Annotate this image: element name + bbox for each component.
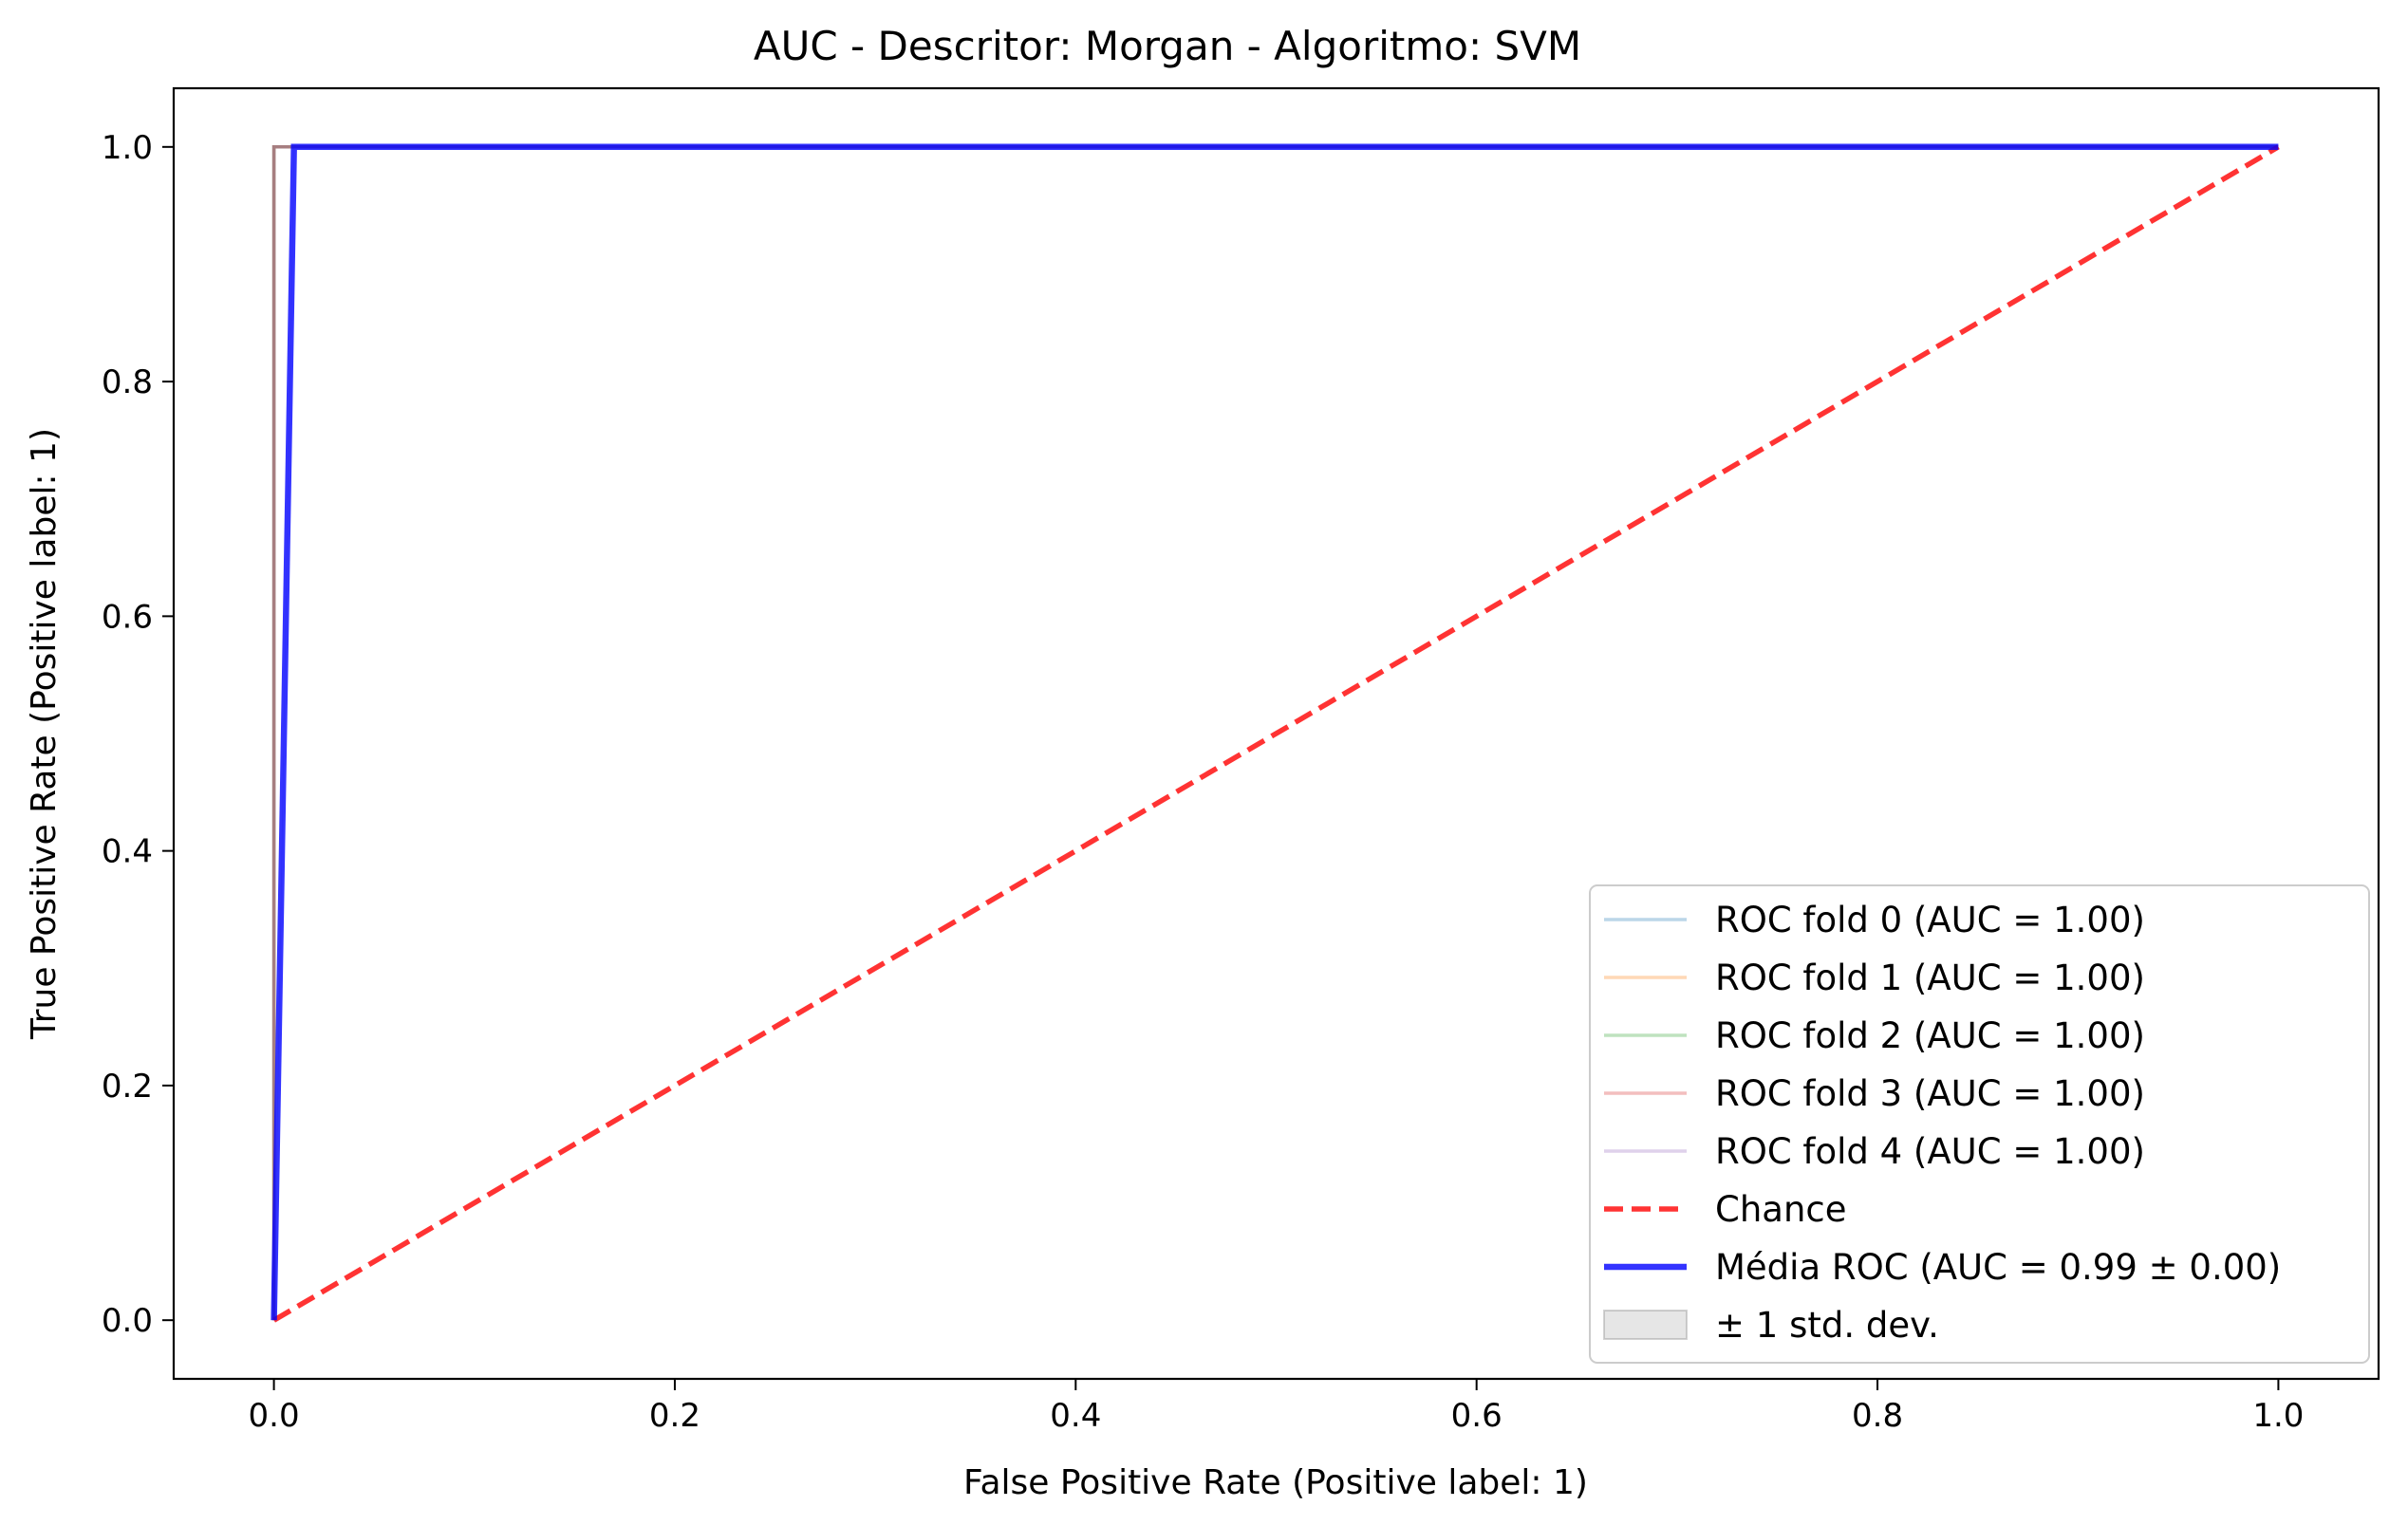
x-axis-label: False Positive Rate (Positive label: 1)	[963, 1463, 1588, 1502]
mean-roc-line	[271, 143, 2279, 1321]
chance-line	[272, 144, 2280, 1323]
legend-label: Média ROC (AUC = 0.99 ± 0.00)	[1715, 1247, 2281, 1288]
y-axis-label: True Positive Rate (Positive label: 1)	[25, 428, 64, 1040]
legend-item: ROC fold 2 (AUC = 1.00)	[1604, 1015, 2145, 1056]
legend-label: ROC fold 1 (AUC = 1.00)	[1715, 958, 2145, 998]
x-tick-label: 0.0	[249, 1397, 300, 1435]
legend-item: ROC fold 3 (AUC = 1.00)	[1604, 1073, 2145, 1114]
axes-frame	[172, 86, 2380, 1381]
x-tick-label: 1.0	[2252, 1397, 2304, 1435]
legend-item: ROC fold 1 (AUC = 1.00)	[1604, 958, 2145, 998]
legend-item: Média ROC (AUC = 0.99 ± 0.00)	[1604, 1247, 2281, 1288]
y-tick-label: 0.0	[102, 1302, 153, 1340]
y-tick-label: 0.8	[102, 363, 153, 401]
legend-swatch	[1603, 1310, 1688, 1340]
legend-label: ± 1 std. dev.	[1715, 1305, 1939, 1346]
legend-item: ROC fold 4 (AUC = 1.00)	[1604, 1131, 2145, 1172]
legend-label: ROC fold 2 (AUC = 1.00)	[1715, 1015, 2145, 1056]
legend-item: ± 1 std. dev.	[1603, 1305, 1939, 1346]
y-tick-label: 0.4	[102, 833, 153, 871]
legend-box	[1589, 884, 2370, 1364]
x-tick-label: 0.6	[1451, 1397, 1503, 1435]
axis-ticks: 0.0 0.2 0.4 0.6 0.8 1.0 0.0 0.2 0.4 0.6 0.8 1.0	[102, 129, 2305, 1435]
x-tick-label: 0.2	[649, 1397, 700, 1435]
plot-area	[271, 143, 2280, 1323]
y-tick-label: 1.0	[102, 129, 153, 167]
y-tick-label: 0.2	[102, 1068, 153, 1106]
legend-label: ROC fold 4 (AUC = 1.00)	[1715, 1131, 2145, 1172]
legend-label: ROC fold 3 (AUC = 1.00)	[1715, 1073, 2145, 1114]
x-tick-label: 0.8	[1852, 1397, 1903, 1435]
x-tick-label: 0.4	[1050, 1397, 1101, 1435]
y-tick-label: 0.6	[102, 598, 153, 636]
legend-label: Chance	[1715, 1189, 1847, 1230]
legend-item: ROC fold 0 (AUC = 1.00)	[1604, 900, 2145, 940]
legend-label: ROC fold 0 (AUC = 1.00)	[1715, 900, 2145, 940]
chart-title: AUC - Descritor: Morgan - Algoritmo: SVM	[754, 23, 1581, 69]
legend-item: Chance	[1604, 1189, 1847, 1230]
legend: ROC fold 0 (AUC = 1.00) ROC fold 1 (AUC =…	[1589, 884, 2370, 1364]
